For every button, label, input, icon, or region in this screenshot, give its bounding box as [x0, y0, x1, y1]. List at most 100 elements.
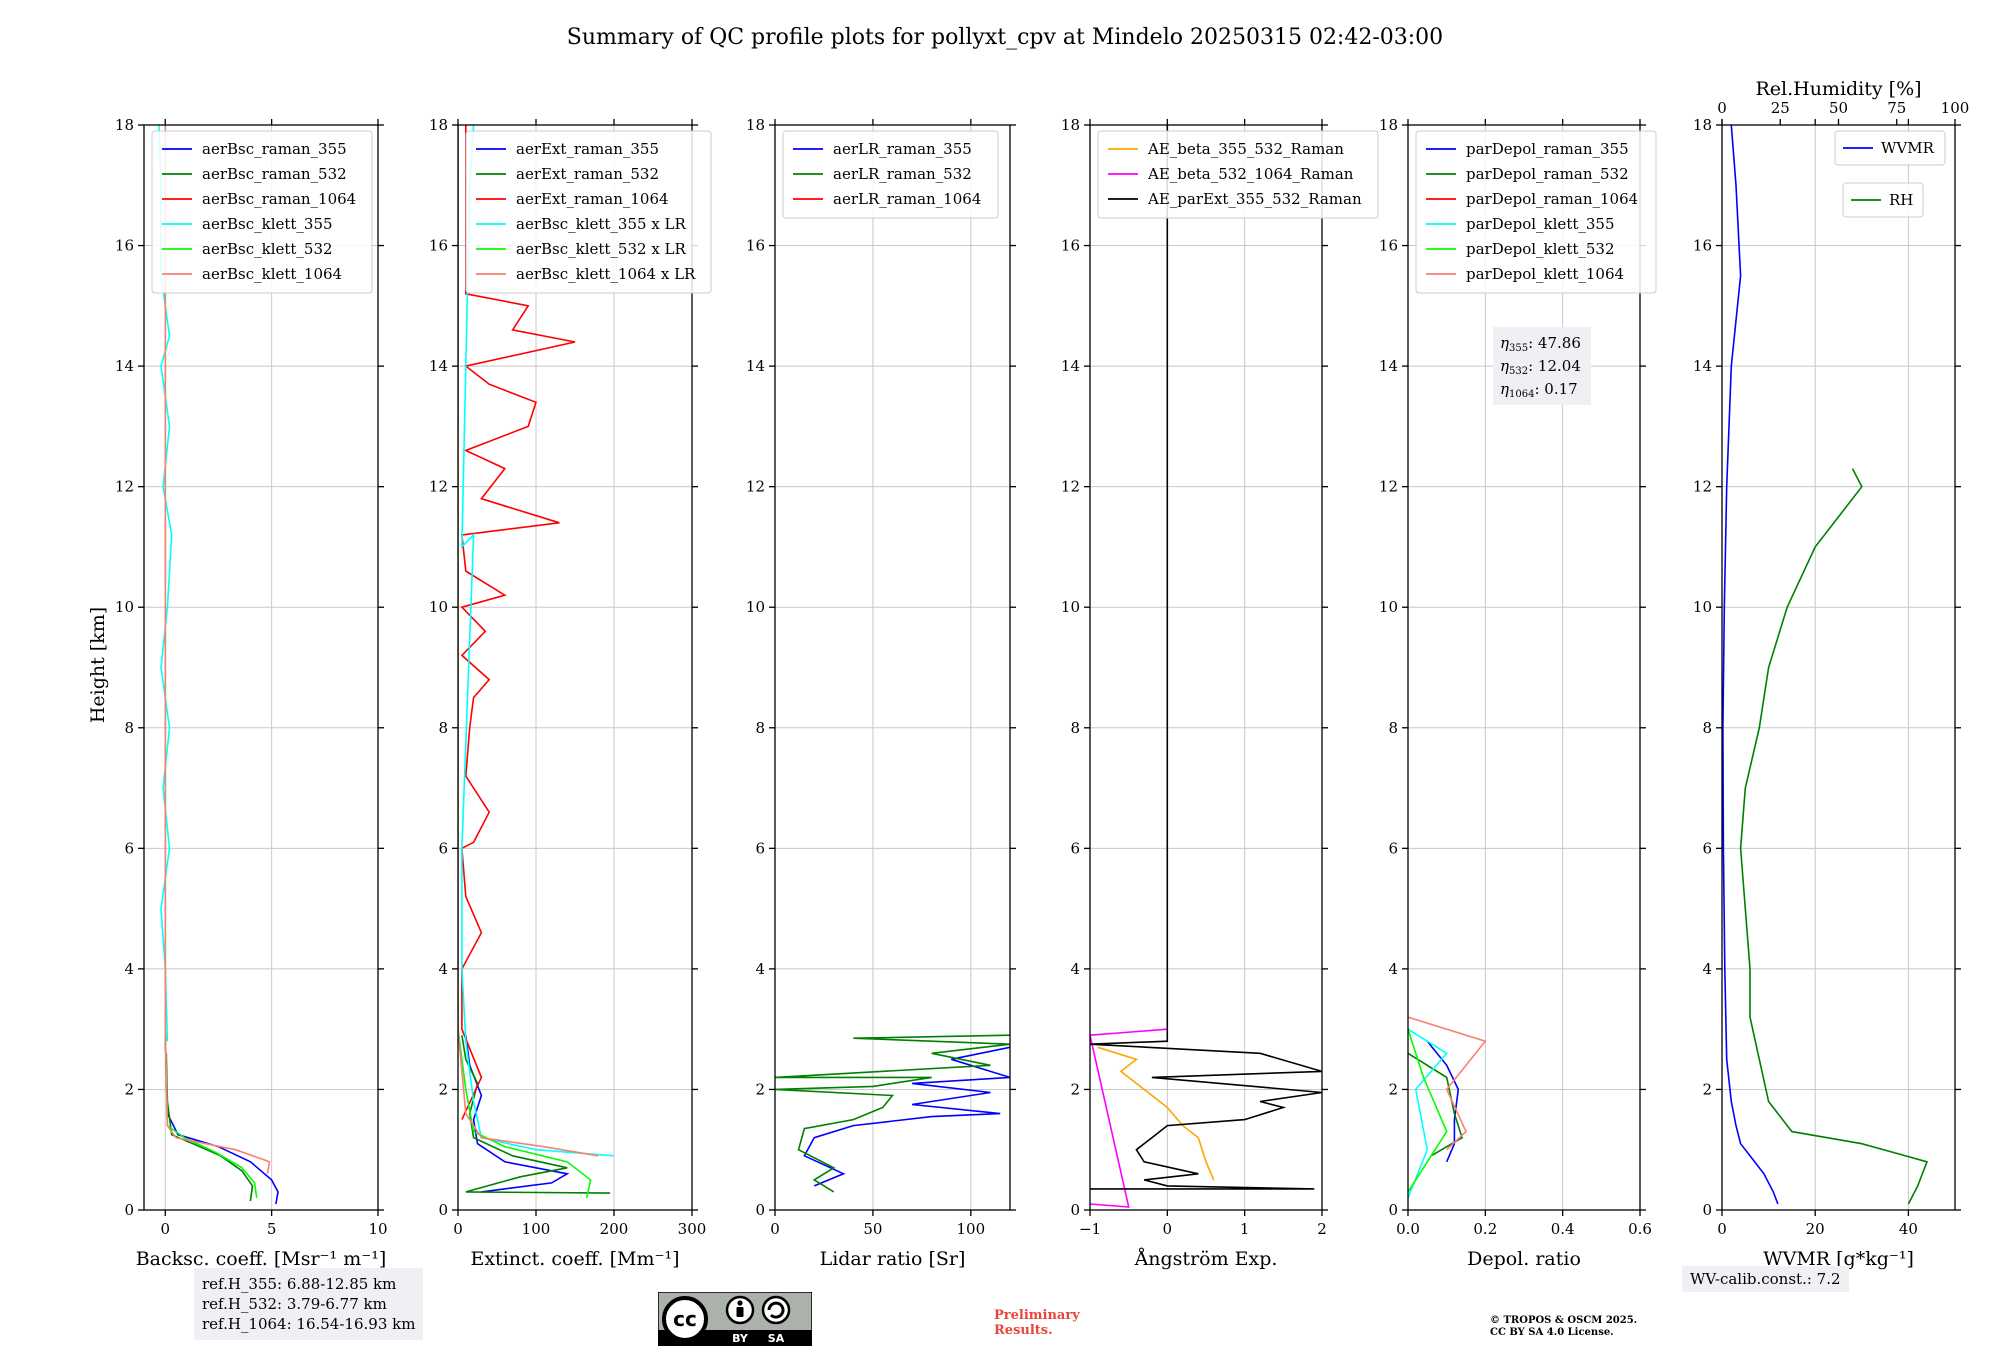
ref-h-355: ref.H_355: 6.88-12.85 km	[202, 1275, 397, 1293]
y-tick-label: 12	[115, 478, 134, 496]
legend-label: parDepol_klett_355	[1466, 215, 1615, 233]
y-tick-label: 16	[115, 237, 134, 255]
series-line-aerLR_raman_355	[803, 1046, 1010, 1187]
y-tick-label: 2	[1702, 1080, 1712, 1098]
preliminary-line-1: Preliminary	[994, 1308, 1080, 1323]
series-line-aerExt_raman_532	[461, 1035, 611, 1194]
legend-label: aerBsc_raman_1064	[202, 190, 356, 208]
legend-label: aerExt_raman_1064	[516, 190, 669, 208]
copyright-note: © TROPOS & OSCM 2025. CC BY SA 4.0 Licen…	[1490, 1315, 1637, 1339]
y-tick-label: 4	[755, 960, 765, 978]
x-tick-label: 20	[1806, 1220, 1825, 1238]
copyright-line-2: CC BY SA 4.0 License.	[1490, 1327, 1614, 1338]
y-tick-label: 10	[1061, 598, 1080, 616]
x-tick-label: 100	[522, 1220, 551, 1238]
top-x-tick-label: 0	[1717, 99, 1727, 117]
legend: aerLR_raman_355 aerLR_raman_532 aerLR_rama…	[782, 130, 999, 219]
eta-annotation-box: η355: 47.86 η532: 12.04 η1064: 0.17	[1493, 327, 1591, 405]
svg-text:η1064: 0.17: η1064: 0.17	[1500, 380, 1578, 400]
series-line-parDepol_klett_355	[1408, 1028, 1448, 1199]
wv-calibration-box: WV-calib.const.: 7.2	[1682, 1266, 1849, 1292]
badge-sa-label: SA	[768, 1332, 785, 1345]
y-tick-label: 16	[1061, 237, 1080, 255]
legend-label: AE_beta_532_1064_Raman	[1147, 165, 1354, 183]
series-line-WVMR	[1722, 125, 1779, 1205]
y-tick-label: 6	[1702, 839, 1712, 857]
y-tick-label: 0	[1070, 1201, 1080, 1219]
x-axis-label: Ångström Exp.	[1134, 1248, 1278, 1270]
y-tick-label: 14	[746, 357, 765, 375]
legend-label: parDepol_klett_1064	[1466, 265, 1624, 283]
y-tick-label: 18	[1379, 116, 1398, 134]
y-tick-label: 14	[1693, 357, 1712, 375]
panel-1: 0 2 4 6 8 10 12 14 16 18 0 5 10 Backsc. coeff. [Msr⁻¹…	[115, 116, 388, 1270]
top-x-tick-label: 100	[1941, 99, 1970, 117]
legend-label: parDepol_klett_532	[1466, 240, 1615, 258]
y-tick-label: 14	[115, 357, 134, 375]
legend-label: WVMR	[1881, 139, 1935, 157]
legend: WVMR	[1834, 130, 1946, 166]
x-tick-label: 0.4	[1551, 1220, 1575, 1238]
x-tick-label: 200	[600, 1220, 629, 1238]
x-tick-label: 5	[267, 1220, 277, 1238]
y-tick-label: 8	[1070, 719, 1080, 737]
eta-1064-value: : 0.17	[1534, 380, 1577, 398]
ref-h-532: ref.H_532: 3.79-6.77 km	[202, 1295, 387, 1313]
y-tick-label: 4	[124, 960, 134, 978]
y-tick-label: 8	[1388, 719, 1398, 737]
series-line-aerBsc_raman_532	[165, 1053, 254, 1202]
series-line-AE_beta_532_1064_Raman	[1090, 1028, 1168, 1208]
y-tick-label: 14	[1379, 357, 1398, 375]
y-tick-label: 12	[746, 478, 765, 496]
legend-label: parDepol_raman_532	[1466, 165, 1629, 183]
legend-label: aerBsc_klett_1064	[202, 265, 342, 283]
series-line-aerBsc_klett_1064 x LR	[458, 125, 599, 1157]
legend: RH	[1842, 182, 1924, 218]
legend-label: RH	[1889, 191, 1913, 209]
y-tick-label: 0	[124, 1201, 134, 1219]
legend-label: aerExt_raman_355	[516, 140, 659, 158]
y-tick-label: 10	[429, 598, 448, 616]
svg-text:η532: 12.04: η532: 12.04	[1500, 357, 1581, 377]
series-line-AE_beta_355_532_Raman	[1097, 1046, 1215, 1181]
x-tick-label: 0	[453, 1220, 463, 1238]
x-axis-label: Lidar ratio [Sr]	[820, 1248, 966, 1270]
top-x-tick-label: 50	[1829, 99, 1848, 117]
x-tick-label: 2	[1317, 1220, 1327, 1238]
x-tick-label: 0	[1163, 1220, 1173, 1238]
y-tick-label: 8	[755, 719, 765, 737]
y-tick-label: 12	[1061, 478, 1080, 496]
series-line-parDepol_klett_532	[1408, 1028, 1448, 1193]
y-tick-label: 10	[115, 598, 134, 616]
plot-frame	[457, 124, 693, 1211]
y-tick-label: 4	[1702, 960, 1712, 978]
svg-text:η355: 47.86: η355: 47.86	[1500, 334, 1581, 354]
y-tick-label: 2	[124, 1080, 134, 1098]
y-tick-label: 6	[124, 839, 134, 857]
y-tick-label: 18	[746, 116, 765, 134]
legend: aerExt_raman_355 aerExt_raman_532 aerExt_r…	[465, 130, 712, 294]
series-line-parDepol_raman_355	[1426, 1040, 1460, 1163]
reference-height-box: ref.H_355: 6.88-12.85 km ref.H_532: 3.79…	[194, 1268, 424, 1340]
legend-label: aerExt_raman_532	[516, 165, 659, 183]
y-tick-label: 14	[1061, 357, 1080, 375]
plot-frame	[1089, 124, 1323, 1211]
x-tick-label: 10	[368, 1220, 387, 1238]
legend: aerBsc_raman_355 aerBsc_raman_532 aerBsc_r…	[151, 130, 373, 294]
y-tick-label: 16	[1693, 237, 1712, 255]
x-tick-label: 100	[957, 1220, 986, 1238]
y-tick-label: 6	[1388, 839, 1398, 857]
share-alike-icon	[761, 1295, 791, 1325]
legend-label: aerBsc_raman_532	[202, 165, 347, 183]
y-tick-label: 10	[1379, 598, 1398, 616]
legend-frame	[1842, 182, 1924, 218]
y-tick-label: 16	[429, 237, 448, 255]
y-axis-label: Height [km]	[87, 607, 109, 723]
cc-by-sa-license-badge: cc BY SA	[658, 1292, 812, 1346]
x-axis-label: WVMR [g*kg⁻¹]	[1763, 1248, 1914, 1270]
y-tick-label: 2	[1388, 1080, 1398, 1098]
panel-3: 0 2 4 6 8 10 12 14 16 18 0 50 100 Lidar ratio [Sr] aer…	[746, 116, 1016, 1270]
panel-5: 0 2 4 6 8 10 12 14 16 18 0.0 0.2 0.4 0.6 Depol. ratio p…	[1379, 116, 1657, 1270]
legend-label: aerLR_raman_532	[833, 165, 972, 183]
legend-label: aerBsc_klett_532	[202, 240, 333, 258]
